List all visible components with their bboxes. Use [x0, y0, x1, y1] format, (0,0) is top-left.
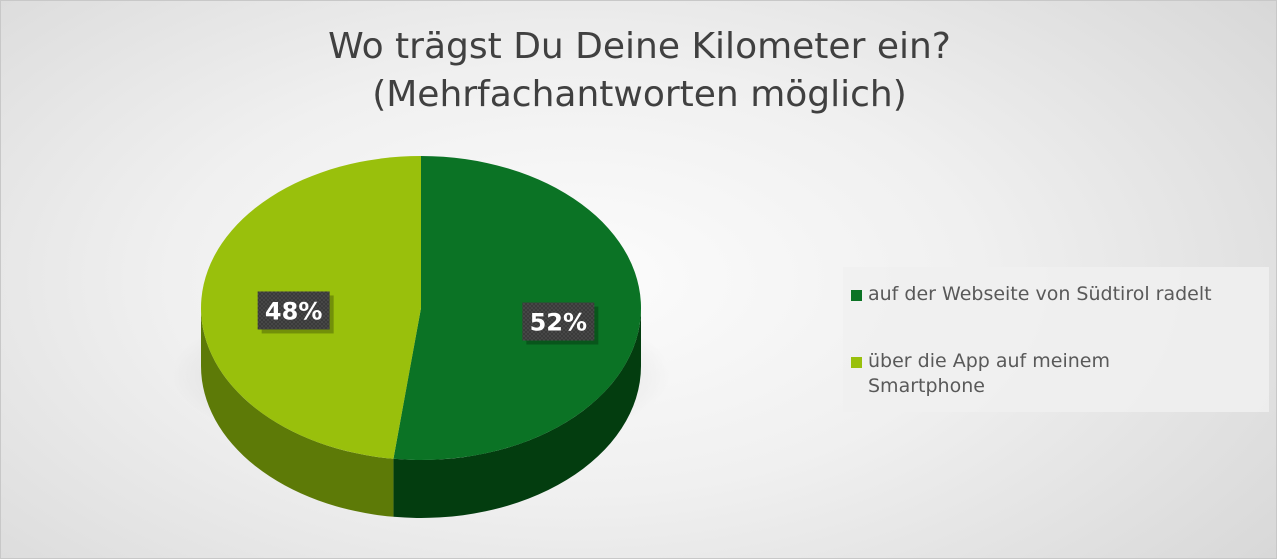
legend-key-website	[851, 290, 862, 301]
legend: auf der Webseite von Südtirol radelt übe…	[843, 267, 1269, 412]
data-label-text-1: 48%	[265, 297, 322, 325]
chart-title-line-1: Wo trägst Du Deine Kilometer ein?	[328, 26, 951, 67]
legend-item-website: auf der Webseite von Südtirol radelt	[851, 282, 1268, 307]
pie-slice-0	[393, 156, 641, 460]
legend-label-website: auf der Webseite von Südtirol radelt	[868, 283, 1212, 305]
legend-item-app: über die App auf meinem Smartphone	[851, 349, 1268, 399]
pie-side-0	[393, 308, 641, 518]
data-label-1: 48%	[257, 291, 334, 334]
legend-key-app	[851, 357, 862, 368]
data-label-0: 52%	[522, 302, 599, 345]
chart-title-line-2: (Mehrfachantworten möglich)	[372, 74, 907, 115]
pie-side-1	[200, 308, 394, 517]
data-label-text-0: 52%	[530, 309, 587, 337]
chart-title: Wo trägst Du Deine Kilometer ein? (Mehrf…	[1, 23, 1277, 119]
legend-label-app: über die App auf meinem Smartphone	[868, 350, 1110, 397]
